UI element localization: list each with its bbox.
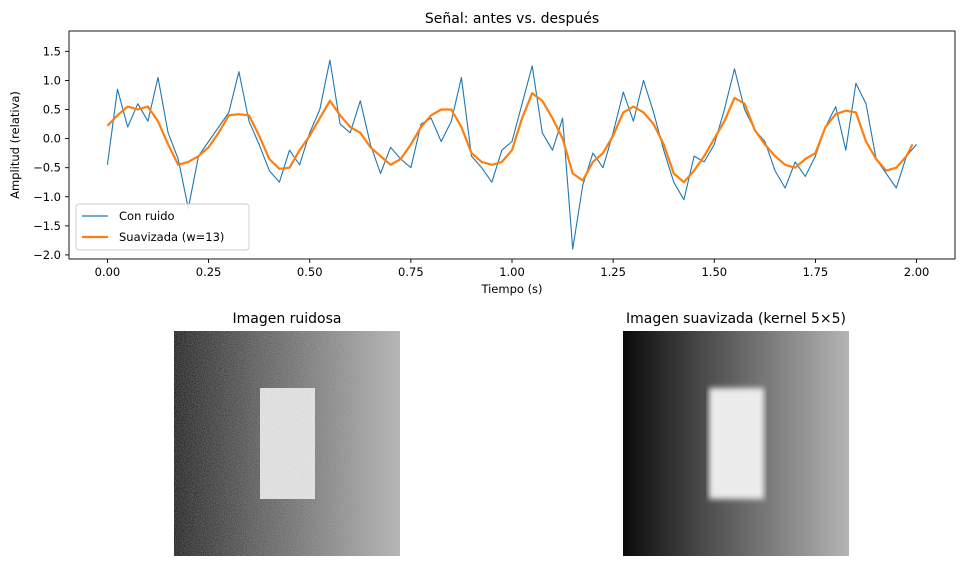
legend: Con ruido Suavizada (w=13) [75,203,250,251]
noisy-image [174,331,400,556]
smoothed-image-title: Imagen suavizada (kernel 5×5) [626,311,846,327]
x-tick-label: 0.25 [196,265,222,279]
smoothed-image [623,331,849,556]
smoothed-image-panel: Imagen suavizada (kernel 5×5) [623,311,849,556]
x-tick-label: 2.00 [904,265,930,279]
x-tick-label: 0.00 [95,265,121,279]
signal-chart: Señal: antes vs. después 0.00 0.25 0.50 0.7… [8,11,956,296]
series-line-noisy [106,59,918,250]
y-tick-label: −2.0 [33,248,61,262]
signal-chart-title: Señal: antes vs. después [425,11,599,27]
x-tick-label: 1.75 [803,265,829,279]
noisy-image-title: Imagen ruidosa [232,311,341,327]
series-line-smoothed [106,92,914,184]
legend-label-smoothed: Suavizada (w=13) [119,230,224,244]
x-axis-label: Tiempo (s) [480,282,542,296]
x-tick-label: 1.50 [701,265,727,279]
y-tick-label: 0.5 [43,103,61,117]
plot-frame [68,30,956,260]
y-tick-label: 1.5 [43,44,61,58]
legend-box [75,203,250,251]
noisy-image-panel: Imagen ruidosa [174,311,400,556]
x-tick-label: 1.00 [499,265,525,279]
x-tick-label: 0.50 [297,265,323,279]
x-tick-label: 0.75 [398,265,424,279]
y-tick-label: 1.0 [43,73,61,87]
legend-label-noisy: Con ruido [119,209,175,223]
x-tick-label: 1.25 [600,265,626,279]
y-tick-label: 0.0 [43,132,61,146]
y-tick-label: −1.5 [33,219,61,233]
y-axis-label: Amplitud (relativa) [8,91,22,199]
y-tick-label: −1.0 [33,190,61,204]
y-tick-label: −0.5 [33,161,61,175]
